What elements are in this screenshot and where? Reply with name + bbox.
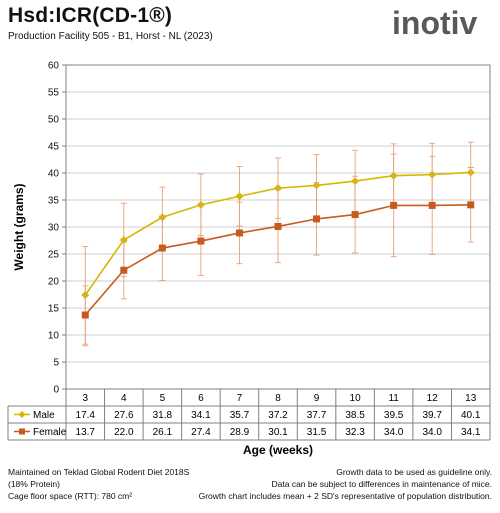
female-point	[428, 201, 436, 209]
female-legend-marker	[19, 428, 25, 435]
male-data-label: 34.1	[191, 410, 211, 421]
x-tick-label: 13	[465, 393, 477, 404]
male-point	[196, 200, 205, 209]
female-point	[467, 201, 475, 209]
y-tick-label: 40	[48, 169, 60, 180]
y-axis-label: Weight (grams)	[12, 183, 26, 270]
guideline-note: Growth data to be used as guideline only…	[199, 466, 492, 502]
x-tick-label: 10	[350, 393, 362, 404]
female-point	[158, 244, 166, 252]
y-tick-label: 10	[48, 331, 60, 342]
female-data-label: 27.4	[191, 427, 211, 438]
y-tick-label: 20	[48, 277, 60, 288]
y-tick-label: 50	[48, 115, 60, 126]
cage-space-line: Cage floor space (RTT): 780 cm²	[8, 491, 133, 501]
female-data-label: 32.3	[345, 427, 365, 438]
male-legend-label: Male	[33, 410, 55, 421]
male-point	[235, 192, 244, 201]
x-tick-label: 3	[82, 393, 88, 404]
female-data-label: 26.1	[153, 427, 173, 438]
female-point	[235, 229, 243, 237]
female-data-label: 31.5	[307, 427, 327, 438]
chart-title: Hsd:ICR(CD-1®)	[8, 4, 173, 27]
male-data-label: 38.5	[345, 410, 365, 421]
svg-text:inotiv: inotiv	[392, 5, 478, 41]
x-tick-label: 6	[198, 393, 204, 404]
x-tick-label: 4	[121, 393, 127, 404]
female-data-label: 28.9	[230, 427, 250, 438]
male-legend-marker	[18, 411, 26, 418]
y-tick-label: 45	[48, 142, 60, 153]
female-data-label: 34.0	[384, 427, 404, 438]
diet-line-1: Maintained on Teklad Global Rodent Diet …	[8, 467, 190, 477]
female-data-label: 13.7	[76, 427, 96, 438]
female-point	[197, 237, 205, 245]
x-tick-label: 5	[160, 393, 166, 404]
x-tick-label: 11	[388, 393, 399, 404]
guideline-line-1: Growth data to be used as guideline only…	[336, 467, 492, 477]
inotiv-logo: inotiv	[392, 5, 478, 41]
female-data-label: 34.0	[422, 427, 442, 438]
female-legend-label: Female	[33, 427, 67, 438]
y-tick-label: 25	[48, 250, 60, 261]
y-tick-label: 0	[53, 385, 59, 396]
female-data-label: 30.1	[268, 427, 288, 438]
male-data-label: 35.7	[230, 410, 250, 421]
male-data-label: 27.6	[114, 410, 134, 421]
y-tick-label: 5	[53, 358, 59, 369]
y-tick-label: 55	[48, 88, 60, 99]
diet-note: Maintained on Teklad Global Rodent Diet …	[8, 466, 189, 502]
female-point	[274, 222, 282, 230]
female-point	[120, 266, 128, 274]
female-point	[81, 311, 89, 319]
male-data-label: 40.1	[461, 410, 481, 421]
guideline-line-2: Data can be subject to differences in ma…	[271, 479, 493, 489]
female-data-label: 22.0	[114, 427, 134, 438]
male-data-label: 17.4	[76, 410, 96, 421]
y-tick-label: 15	[48, 304, 60, 315]
x-tick-label: 8	[275, 393, 281, 404]
female-data-label: 34.1	[461, 427, 481, 438]
male-data-label: 37.2	[268, 410, 288, 421]
chart-subtitle: Production Facility 505 - B1, Horst - NL…	[8, 31, 213, 42]
y-tick-label: 35	[48, 196, 60, 207]
x-axis-label: Age (weeks)	[243, 443, 313, 457]
male-data-label: 39.7	[422, 410, 442, 421]
female-point	[313, 215, 321, 223]
x-tick-label: 7	[237, 393, 243, 404]
male-data-label: 39.5	[384, 410, 404, 421]
x-tick-label: 9	[314, 393, 320, 404]
guideline-line-3: Growth chart includes mean + 2 SD's repr…	[198, 491, 492, 501]
female-point	[351, 211, 359, 219]
female-point	[390, 201, 398, 209]
male-data-label: 37.7	[307, 410, 327, 421]
y-tick-label: 30	[48, 223, 60, 234]
y-tick-label: 60	[48, 61, 60, 72]
diet-line-2: (18% Protein)	[8, 479, 60, 489]
x-tick-label: 12	[427, 393, 439, 404]
male-data-label: 31.8	[153, 410, 173, 421]
